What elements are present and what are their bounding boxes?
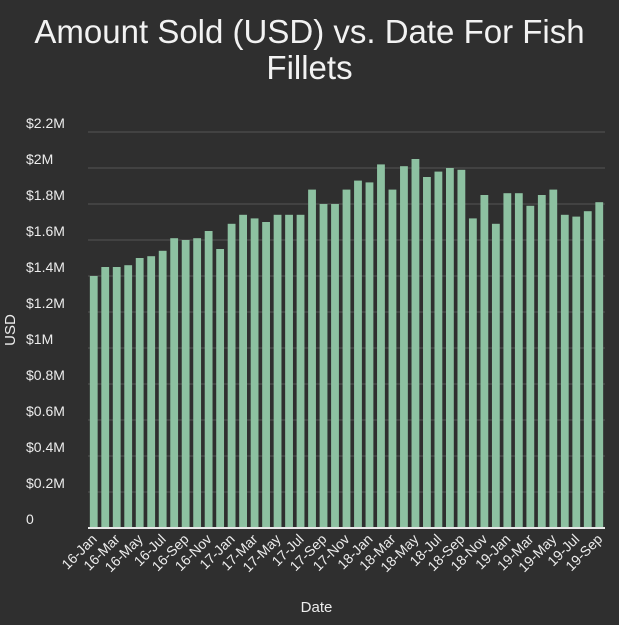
bar-16-Jul [159,251,167,528]
y-tick-label: $2.2M [26,115,65,131]
bar-18-Feb [377,164,385,528]
bar-17-Sep [320,204,328,528]
y-tick-label: $0.2M [26,475,65,491]
bar-16-Dec [216,249,224,528]
bar-16-Sep [182,240,190,528]
bar-17-Aug [308,190,316,528]
bar-18-Jul [435,172,443,528]
y-tick-label: $1.2M [26,295,65,311]
y-tick-label: 0 [26,511,34,527]
bar-16-Jan [90,276,98,528]
bar-16-Feb [101,267,109,528]
y-tick-label: $0.4M [26,439,65,455]
bar-19-Apr [538,195,546,528]
bar-17-May [274,215,282,528]
bar-18-Sep [457,170,465,528]
bar-19-Feb [515,193,523,528]
y-axis-ticks: 0 $0.2M $0.4M $0.6M $0.8M $1M $1.2M $1.4M $1.6M $… [26,115,65,527]
bar-17-Mar [251,218,259,528]
bar-19-Aug [584,211,592,528]
bar-16-Oct [193,238,201,528]
bar-19-Jul [572,217,580,528]
bar-17-Apr [262,222,270,528]
bar-18-Mar [389,190,397,528]
bar-16-Apr [124,265,132,528]
x-axis-label: Date [301,599,333,616]
bar-19-Jan [503,193,511,528]
bar-18-Dec [492,224,500,528]
bar-16-Nov [205,231,213,528]
bar-19-Jun [561,215,569,528]
bar-16-May [136,258,144,528]
bar-17-Dec [354,181,362,528]
bar-18-Oct [469,218,477,528]
bar-19-Sep [595,202,603,528]
bar-18-Jan [366,182,374,528]
bar-17-Jan [228,224,236,528]
bar-17-Jul [297,215,305,528]
y-tick-label: $1.4M [26,259,65,275]
y-tick-label: $1.6M [26,223,65,239]
bar-17-Feb [239,215,247,528]
y-axis-label: USD [2,314,19,346]
y-tick-label: $2M [26,151,53,167]
bar-16-Aug [170,238,178,528]
bar-17-Nov [343,190,351,528]
bar-16-Mar [113,267,121,528]
bar-17-Oct [331,204,339,528]
bar-18-Aug [446,168,454,528]
y-tick-label: $1M [26,331,53,347]
bar-18-Jun [423,177,431,528]
bars [90,159,603,528]
y-tick-label: $0.8M [26,367,65,383]
bar-16-Jun [147,256,155,528]
bar-18-May [412,159,420,528]
bar-17-Jun [285,215,293,528]
y-tick-label: $0.6M [26,403,65,419]
x-axis-ticks: 16-Jan16-Mar16-May16-Jul16-Sep16-Nov17-J… [58,531,605,576]
y-tick-label: $1.8M [26,187,65,203]
bar-19-Mar [526,206,534,528]
bar-18-Apr [400,166,408,528]
bar-18-Nov [480,195,488,528]
bar-19-May [549,190,557,528]
